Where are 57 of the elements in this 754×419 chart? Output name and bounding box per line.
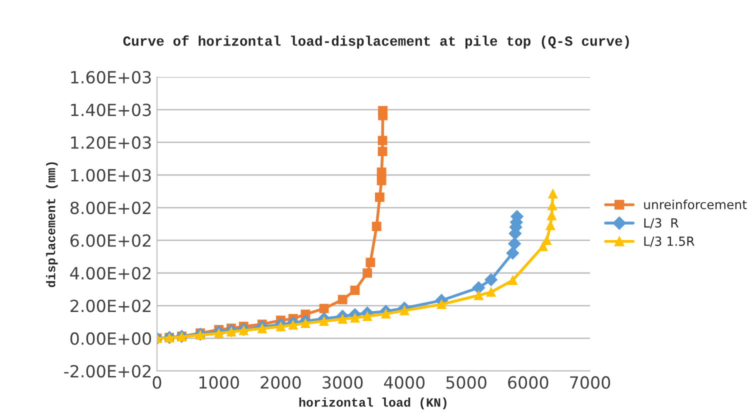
point (484, 273, 498, 286)
legend-label: L/3 1.5R (644, 236, 694, 247)
point (508, 276, 518, 286)
point (542, 236, 552, 246)
chart-title: Curve of horizontal load-displacement at pile top (Q-S curve) (123, 35, 629, 49)
point (486, 287, 496, 297)
point (300, 318, 310, 328)
y-tick-label: 1.00E+03 (71, 168, 151, 182)
x-axis-title: horizontal load (KN) (299, 398, 446, 410)
point (474, 290, 484, 300)
point (362, 312, 372, 321)
legend-label: unreinforcement (644, 200, 747, 210)
point (436, 300, 446, 310)
x-tick-label: 1000 (199, 376, 239, 389)
y-tick-label: 2.00E+02 (70, 300, 150, 312)
point (538, 242, 548, 252)
point (376, 168, 386, 177)
point (546, 220, 556, 230)
x-tick-label: 5000 (446, 376, 486, 389)
x-tick-label: 7000 (570, 376, 610, 389)
y-tick-label: 1.60E+03 (71, 70, 151, 84)
legend-label: L/3 R (644, 218, 678, 229)
point (375, 192, 384, 202)
point (378, 106, 388, 116)
x-tick-label: 6000 (508, 376, 548, 389)
point (548, 189, 558, 198)
point (362, 268, 372, 278)
point (366, 258, 376, 268)
point (472, 281, 486, 294)
point (319, 316, 329, 326)
point (548, 200, 557, 210)
y-axis-title: displacement (mm) (46, 162, 58, 288)
point (276, 322, 286, 332)
point (338, 314, 348, 324)
x-tick-label: 4000 (384, 376, 425, 389)
y-tick-label: 4.00E+02 (70, 266, 150, 280)
point (506, 246, 520, 260)
point (319, 304, 329, 314)
y-tick-label: -2.00E+02 (64, 364, 150, 378)
point (381, 309, 391, 319)
point (372, 222, 382, 232)
x-tick-label: 2000 (260, 376, 301, 389)
point (508, 237, 521, 250)
y-tick-label: 0.00E+00 (70, 332, 152, 345)
point (378, 136, 388, 146)
y-tick-label: 1.20E+03 (71, 136, 151, 149)
x-tick-label: 3000 (322, 376, 363, 389)
point (350, 286, 360, 295)
point (378, 146, 388, 156)
point (350, 313, 360, 323)
y-tick-label: 1.40E+03 (71, 104, 151, 116)
point (338, 294, 348, 304)
point (400, 306, 410, 316)
x-tick-label: 0 (152, 376, 162, 389)
y-tick-label: 8.00E+02 (70, 202, 150, 214)
y-tick-label: 6.00E+02 (70, 234, 150, 247)
point (288, 320, 298, 330)
